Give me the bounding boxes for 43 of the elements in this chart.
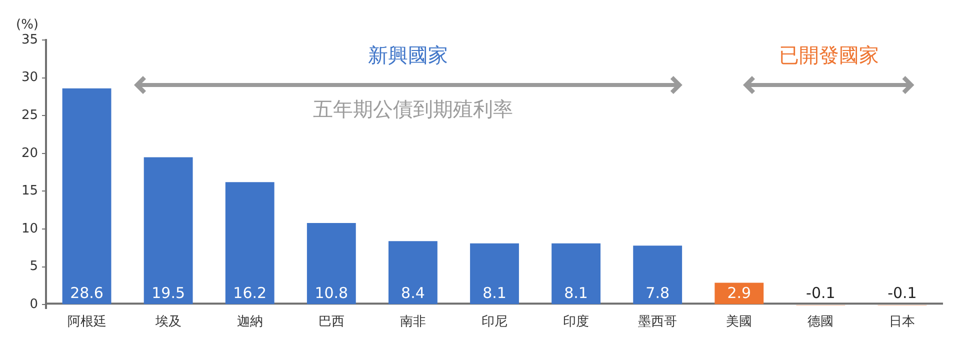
x-tick-label: 阿根廷 [67,314,106,330]
data-label: 10.8 [314,284,348,302]
data-label: 8.1 [482,284,506,302]
bar [306,222,356,304]
x-tick-label: 南非 [400,314,426,330]
data-label: 7.8 [646,284,670,302]
x-tick-label: 巴西 [318,314,344,330]
y-tick-label: 15 [21,184,38,199]
bar [470,243,519,304]
data-label: 16.2 [233,284,267,302]
annotation: 五年期公債到期殖利率 [312,97,513,121]
data-label: 19.5 [152,284,186,302]
bar [62,88,112,304]
x-tick-label: 美國 [726,314,752,330]
data-label: 2.9 [727,284,752,302]
annotation: 已開發國家 [778,43,879,67]
data-label: 8.1 [564,284,588,302]
bar [388,241,438,304]
y-axis-title: (%) [16,17,38,32]
x-tick-label: 印度 [563,314,590,330]
bar [714,282,764,304]
data-label: -0.1 [806,284,836,302]
annotation: 新興國家 [368,43,448,67]
data-label: -0.1 [888,284,917,302]
y-tick-label: 20 [21,146,38,161]
data-label: 28.6 [70,284,104,302]
y-tick-label: 30 [21,70,38,86]
y-tick-label: 35 [21,32,38,48]
bar [225,182,274,304]
y-tick-label: 25 [21,108,38,123]
y-tick-label: 5 [30,259,38,274]
bar [633,246,682,304]
data-label: 8.4 [401,284,425,302]
x-tick-label: 埃及 [154,314,182,330]
x-tick-label: 迦納 [236,314,263,330]
bar [144,157,193,304]
bar [552,243,601,304]
x-tick-label: 墨西哥 [638,314,678,330]
y-tick-label: 10 [21,221,38,236]
x-tick-label: 印尼 [482,314,508,330]
y-tick-label: 0 [30,296,38,312]
x-tick-label: 日本 [889,314,916,330]
x-tick-label: 德國 [808,314,834,330]
